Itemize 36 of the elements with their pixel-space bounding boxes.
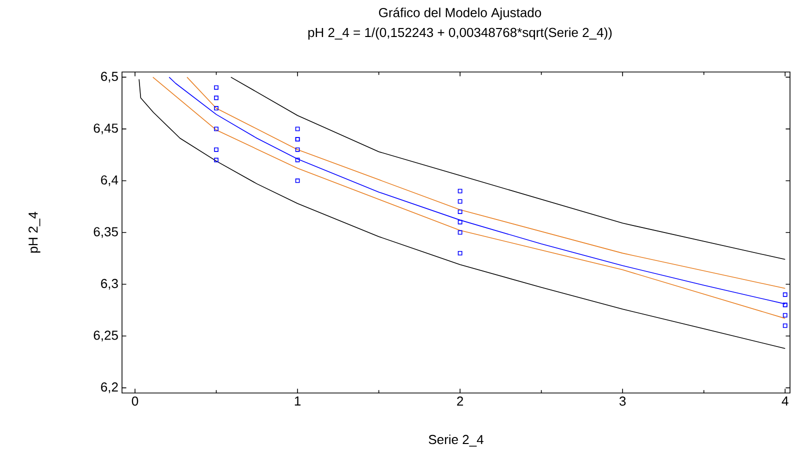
y-tick-label: 6,3 (101, 278, 118, 290)
y-tick-label: 6,2 (101, 382, 118, 394)
y-tick-label: 6,35 (94, 227, 118, 238)
point (295, 158, 300, 162)
y-tick-label: 6,25 (94, 330, 118, 342)
line-series (230, 76, 786, 260)
y-axis-title: pH 2_4 (28, 212, 40, 253)
point (214, 126, 218, 132)
point (214, 158, 218, 162)
point (458, 210, 462, 214)
x-axis-title: Serie 2_4 (428, 434, 484, 447)
point (782, 313, 788, 318)
x-tick-label: 4 (782, 396, 788, 406)
point (295, 178, 300, 183)
point (295, 147, 300, 152)
chart-title: Gráfico del Modelo Ajustado (379, 8, 542, 20)
point (214, 147, 218, 152)
point (782, 323, 788, 328)
chart-subtitle: pH 2_4 = 1/(0,152243 + 0,00348768*sqrt(Serie 2_4)) (308, 28, 612, 40)
point (295, 126, 300, 132)
point (458, 251, 462, 256)
x-tick-label: 2 (457, 396, 464, 406)
x-tick-label: 1 (294, 396, 301, 406)
point (458, 230, 462, 235)
point (214, 96, 218, 100)
y-tick-label: 6,5 (101, 72, 118, 83)
point (458, 188, 462, 194)
x-tick-label: 3 (619, 396, 626, 406)
point (214, 85, 218, 90)
point (214, 106, 218, 110)
x-tick-label: 0 (132, 396, 138, 406)
y-tick-label: 6,45 (94, 124, 118, 134)
y-tick-label: 6,4 (101, 175, 118, 186)
point (782, 292, 788, 297)
point (458, 199, 462, 204)
point (458, 220, 462, 224)
